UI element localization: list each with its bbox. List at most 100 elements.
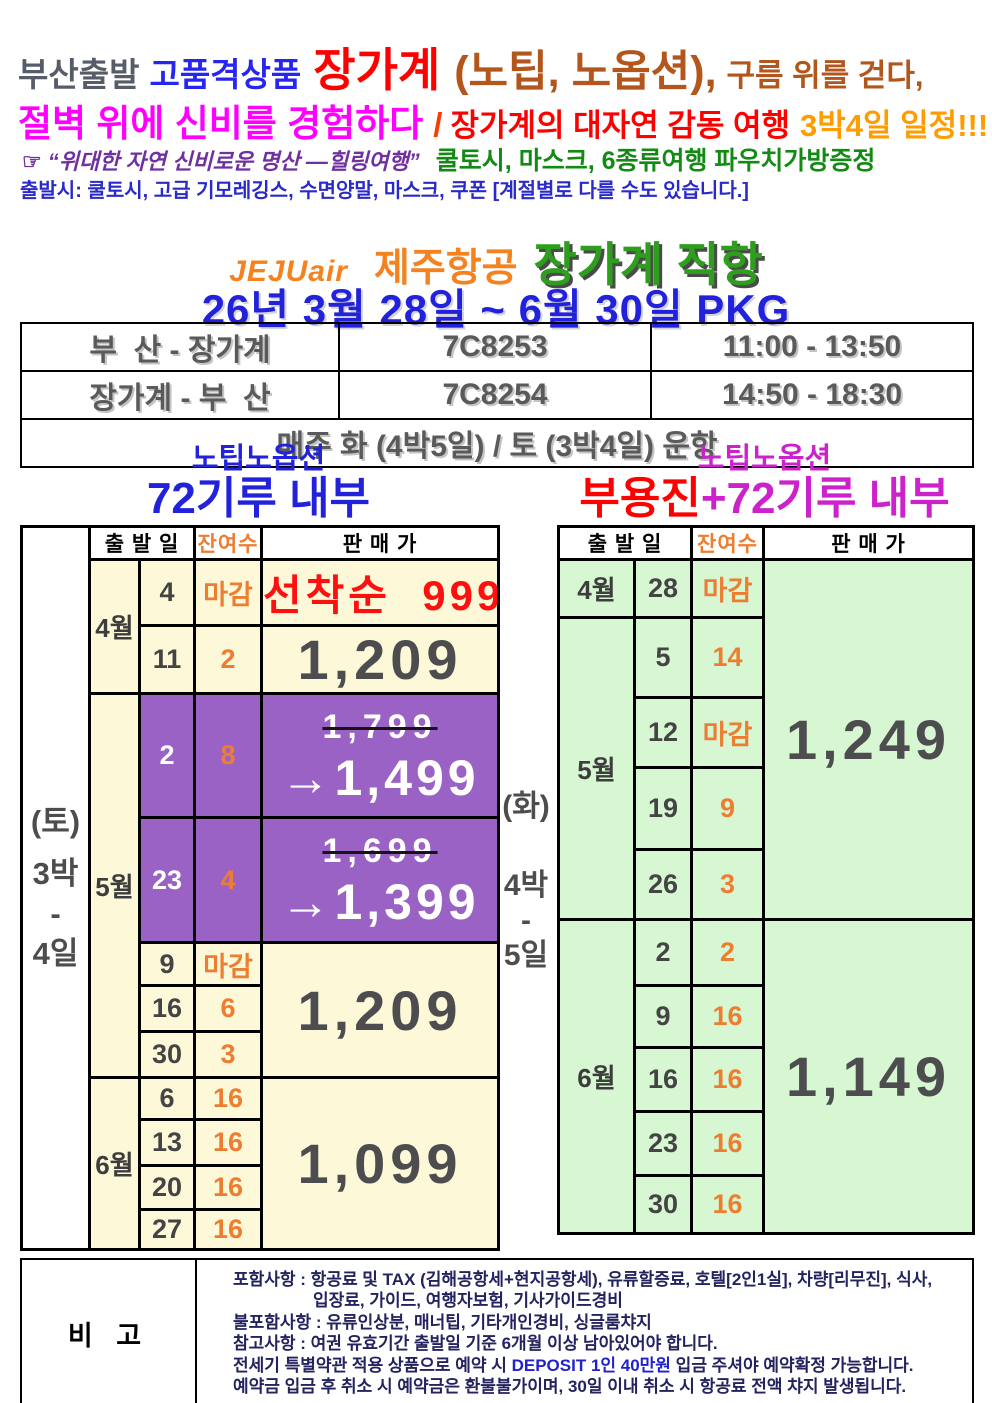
flight-row: 장가계 - 부 산 7C8254 14:50 - 18:30: [20, 370, 974, 420]
side-label-line: (토): [30, 804, 81, 839]
header-price: 판 매 가: [260, 525, 501, 561]
side-label-line: 5일: [503, 939, 549, 972]
note-deposit-post: 입금 주셔야 예약확정 가능합니다.: [670, 1355, 914, 1375]
depart-day: 16: [137, 984, 197, 1033]
headline-quote: “위대한 자연 신비로운 명산 —힐링여행”: [47, 149, 420, 174]
price: 1,249: [762, 558, 976, 921]
depart-day: 30: [137, 1030, 197, 1079]
remaining-count: 16: [690, 984, 766, 1049]
notes-table: 비 고 포함사항 : 항공료 및 TAX (김해공항세+현지공항세), 유류할증…: [20, 1258, 974, 1403]
table-row: 4월 28 마감 1,249: [557, 558, 976, 921]
side-label-line: 4박: [503, 869, 549, 902]
notes-label: 비 고: [20, 1258, 197, 1403]
price-discount: 1,699 →1,399: [260, 816, 501, 944]
side-label-line: -: [521, 904, 531, 937]
note-cancel: 예약금 입금 후 취소 시 예약금은 환불불가이며, 30일 이내 취소 시 항…: [233, 1377, 907, 1396]
side-label-line: 4일: [32, 936, 79, 971]
table-row: 19 9: [559, 766, 974, 851]
table-row: 6월 2 2 1,149: [557, 918, 976, 1235]
headline-cliff: 절벽 위에 신비를 경험하다: [18, 103, 424, 144]
depart-day: 6: [137, 1076, 197, 1121]
remaining-count: 14: [690, 616, 766, 699]
right-section-title: 부용진+72기루 내부: [557, 476, 972, 522]
header-price: 판 매 가: [762, 525, 976, 561]
price-discount: 1,799 →1,499: [260, 692, 501, 819]
headline-cloud: 구름 위를 걷다,: [726, 58, 924, 93]
depart-day: 23: [632, 1110, 694, 1177]
jejuair-logo: JEJUair: [229, 255, 348, 288]
table-row: 20 16: [22, 1164, 499, 1211]
headline-line1: 부산출발 고품격상품 장가계 (노팁, 노옵션), 구름 위를 걷다,: [18, 34, 923, 100]
note-deposit: 전세기 특별약관 적용 상품으로 예약 시 DEPOSIT 1인 40만원 입금…: [233, 1355, 964, 1377]
depart-day: 30: [632, 1174, 694, 1235]
remaining-count: 16: [193, 1076, 264, 1121]
left-notip-label: 노팁노옵션: [191, 443, 326, 475]
note-deposit-pre: 전세기 특별약관 적용 상품으로 예약 시: [233, 1355, 512, 1375]
headline-gift: 쿨토시, 마스크, 6종류여행 파우치가방증정: [435, 147, 876, 175]
flight-schedule-table: 부 산 - 장가계 7C8253 11:00 - 13:50 장가계 - 부 산…: [20, 322, 974, 468]
side-label-saturday: (토) 3박 - 4일: [20, 525, 91, 1251]
price: 1,099: [260, 1076, 501, 1251]
month-april: 4월: [557, 558, 636, 619]
left-section-header: 노팁노옵션 72기루 내부: [20, 443, 497, 522]
right-title-magenta: +72기루 내부: [700, 474, 950, 523]
table-row: 13 16: [22, 1118, 499, 1167]
price-old: 1,799: [322, 707, 438, 746]
month-june: 6월: [557, 918, 636, 1235]
headline-line3: ☞ “위대한 자연 신비로운 명산 —힐링여행” 쿨토시, 마스크, 6종류여행 파…: [22, 141, 875, 177]
depart-day: 4: [137, 558, 197, 627]
side-label-line: (화): [502, 790, 550, 823]
price-old: 1,699: [322, 832, 438, 870]
table-row: 30 3: [22, 1030, 499, 1079]
price-new: →1,399: [280, 874, 480, 930]
side-label-tuesday: (화) 4박 -5일: [495, 525, 557, 1237]
slash-separator: /: [433, 106, 443, 143]
headline-destination: 장가계: [313, 44, 441, 96]
route-outbound: 부 산 - 장가계: [20, 322, 340, 372]
headline-premium: 고품격상품: [149, 56, 302, 93]
table-row: 26 3: [559, 848, 974, 921]
flight-footer-row: 매주 화 (4박5일) / 토 (3박4일) 운항: [20, 418, 974, 468]
table-row: 16 6: [22, 984, 499, 1033]
flight-row: 부 산 - 장가계 7C8253 11:00 - 13:50: [20, 322, 974, 372]
table-row: 5월 5 14: [557, 616, 974, 921]
remaining-count: 마감: [690, 558, 766, 619]
price-firstcome: 선착순 999: [260, 558, 501, 627]
remaining-count: 6: [193, 984, 264, 1033]
table-row: 9 16: [559, 984, 974, 1049]
operating-days: 매주 화 (4박5일) / 토 (3박4일) 운항: [20, 418, 974, 468]
saturday-price-table: (토) 3박 -4일 출 발 일 잔여수 판 매 가 4월 4 마감 선착순 999 11 2 1,20…: [20, 525, 501, 1251]
flight-number-inbound: 7C8254: [338, 370, 652, 420]
table-row: 4월 4 마감 선착순 999: [22, 558, 501, 695]
price: 1,149: [762, 918, 976, 1235]
remaining-count: 3: [193, 1030, 264, 1079]
remaining-count: 2: [690, 918, 766, 987]
flight-number-outbound: 7C8253: [338, 322, 652, 372]
notes-body: 포함사항 : 항공료 및 TAX (김해공항세+현지공항세), 유류할증료, 호…: [195, 1258, 974, 1403]
flight-time-outbound: 11:00 - 13:50: [650, 322, 974, 372]
table-row: 출 발 일 잔여수 판 매 가: [556, 525, 976, 561]
depart-day: 5: [632, 616, 694, 699]
depart-day: 26: [632, 848, 694, 921]
flight-time-inbound: 14:50 - 18:30: [650, 370, 974, 420]
table-row: 6월 6 16 1,099: [22, 1076, 501, 1251]
remaining-count: 16: [193, 1118, 264, 1167]
table-row: 9 마감 1,209: [22, 941, 501, 1079]
depart-day: 28: [632, 558, 694, 619]
note-deposit-highlight: DEPOSIT 1인 40만원: [511, 1355, 671, 1375]
table-row: 23 16: [559, 1110, 974, 1177]
price: 1,209: [260, 624, 501, 695]
month-june: 6월: [88, 1076, 141, 1251]
headline-no-tip: (노팁, 노옵션),: [454, 48, 717, 96]
depart-day: 23: [137, 816, 197, 944]
remaining-count: 마감: [690, 696, 766, 769]
pointing-hand-icon: ☞: [22, 149, 42, 174]
month-may: 5월: [557, 616, 636, 921]
direct-flight-title: 장가계 직항: [533, 238, 763, 291]
table-row: 16 16: [559, 1046, 974, 1113]
route-inbound: 장가계 - 부 산: [20, 370, 340, 420]
table-row: 5월 2 8 1,799 →1,499: [22, 692, 501, 1079]
depart-day: 9: [137, 941, 197, 987]
month-may: 5월: [88, 692, 141, 1079]
